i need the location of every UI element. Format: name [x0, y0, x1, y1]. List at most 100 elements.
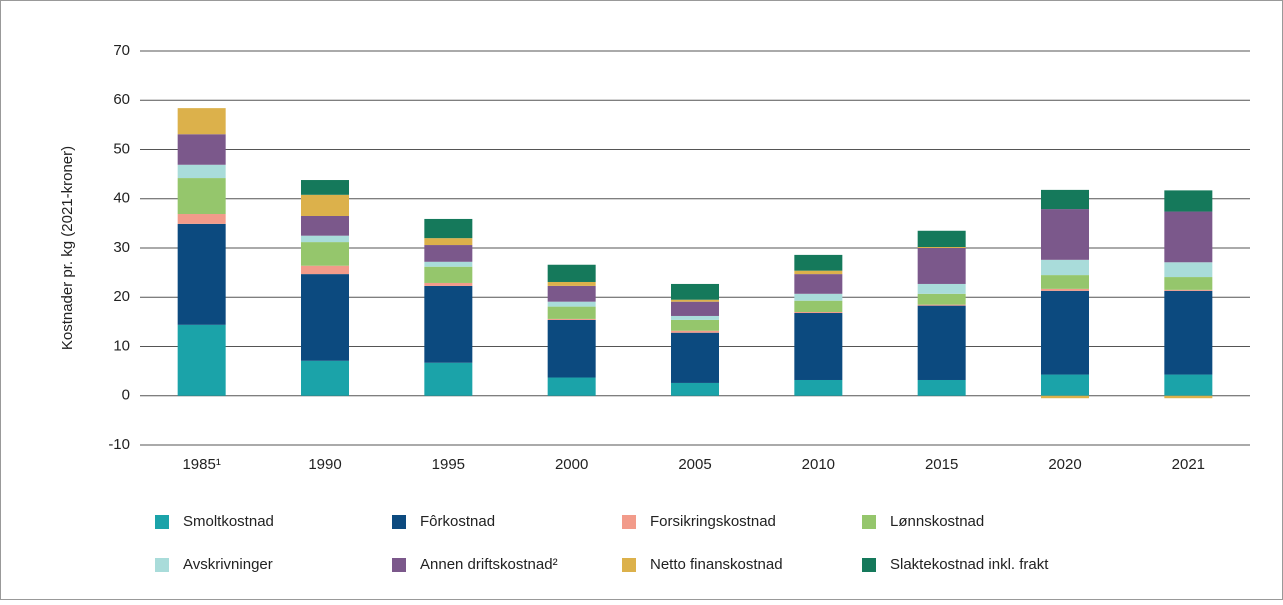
y-tick-label: 70	[113, 42, 130, 59]
bar-segment	[547, 264, 596, 282]
bar-segment	[301, 235, 349, 243]
legend-label: Fôrkostnad	[420, 513, 495, 530]
x-tick-label: 2015	[925, 456, 958, 473]
bar-segment	[1041, 189, 1089, 210]
bar-segment	[424, 362, 473, 396]
legend-label: Slaktekostnad inkl. frakt	[890, 556, 1049, 573]
y-tick-label: 30	[113, 239, 130, 256]
bar-segment	[301, 242, 349, 266]
bar-segment	[547, 281, 596, 286]
bar-segment	[917, 283, 966, 294]
bar-segment	[424, 238, 473, 246]
legend-label: Smoltkostnad	[183, 513, 274, 530]
bar-segment	[671, 283, 719, 300]
bar-segment	[917, 247, 966, 248]
y-tick-label: -10	[108, 436, 130, 453]
bar-segment	[794, 254, 843, 271]
bar-segment	[1164, 262, 1213, 278]
bar-segment	[177, 178, 226, 215]
bar-segment	[1164, 374, 1213, 396]
bar-segment	[794, 312, 843, 314]
y-tick-label: 20	[113, 288, 130, 305]
bar-segment	[301, 274, 349, 361]
bar-segment	[917, 305, 966, 380]
bar-segment	[301, 215, 349, 236]
bar-segment	[1164, 290, 1213, 375]
bar-segment	[177, 324, 226, 396]
bar-segment	[177, 108, 226, 135]
bar-segment	[1041, 209, 1089, 260]
bar-segment	[424, 282, 473, 286]
bar-segment	[301, 194, 349, 216]
bar-segment	[671, 332, 719, 383]
bar-segment	[671, 330, 719, 333]
bar-segment	[917, 379, 966, 396]
bar-segment	[917, 248, 966, 284]
legend-swatch	[622, 515, 636, 529]
y-tick-label: 10	[113, 337, 130, 354]
bar-segment	[917, 293, 966, 305]
bar-segment	[917, 230, 966, 248]
bar-segment	[547, 319, 596, 378]
bar-segment	[794, 293, 843, 301]
bar-segment	[917, 304, 966, 306]
bar-segment	[424, 245, 473, 262]
bar-segment	[424, 261, 473, 267]
bar-segment	[424, 266, 473, 283]
x-tick-label: 1990	[308, 456, 341, 473]
legend-swatch	[862, 558, 876, 572]
x-tick-label: 2000	[555, 456, 588, 473]
bar-segment	[794, 300, 843, 313]
y-axis-label: Kostnader pr. kg (2021-kroner)	[59, 146, 76, 350]
bar-segment	[547, 301, 596, 307]
legend-label: Annen driftskostnad²	[420, 556, 558, 573]
bar-segment	[547, 285, 596, 302]
bar-segment	[1041, 275, 1089, 289]
bar-segment	[671, 315, 719, 320]
y-tick-label: 50	[113, 140, 130, 157]
y-tick-label: 40	[113, 190, 130, 207]
bar-segment	[671, 319, 719, 331]
x-tick-label: 1985¹	[182, 456, 220, 473]
legend-swatch	[155, 515, 169, 529]
bar-segment	[424, 218, 473, 239]
bar-segment	[794, 379, 843, 396]
y-tick-label: 60	[113, 91, 130, 108]
x-tick-label: 2021	[1172, 456, 1205, 473]
bar-segment	[1041, 290, 1089, 375]
bar-segment	[1041, 288, 1089, 291]
bar-segment	[1164, 289, 1213, 291]
legend-swatch	[622, 558, 636, 572]
legend-swatch	[155, 558, 169, 572]
bar-segment	[794, 274, 843, 294]
legend-label: Lønnskostnad	[890, 513, 984, 530]
bar-segment	[1164, 211, 1213, 263]
bar-segment	[794, 313, 843, 380]
bar-segment	[671, 299, 719, 302]
bar-segment	[547, 318, 596, 320]
legend-label: Avskrivninger	[183, 556, 273, 573]
legend-label: Forsikringskostnad	[650, 513, 776, 530]
bar-segment	[671, 382, 719, 396]
bar-segment	[177, 223, 226, 325]
bar-segment	[1164, 277, 1213, 290]
bar-segment	[1041, 374, 1089, 396]
bar-segment	[1164, 190, 1213, 212]
bar-segment	[177, 134, 226, 165]
legend-swatch	[392, 515, 406, 529]
x-tick-label: 1995	[432, 456, 465, 473]
legend-swatch	[862, 515, 876, 529]
y-tick-label: 0	[122, 387, 130, 404]
bar-segment	[547, 377, 596, 396]
bar-segment	[547, 306, 596, 319]
bar-segment	[301, 265, 349, 275]
bar-segment	[424, 285, 473, 363]
bar-segment	[177, 164, 226, 179]
bar-segment	[177, 214, 226, 224]
x-tick-label: 2005	[678, 456, 711, 473]
bar-segment	[301, 180, 349, 195]
x-tick-label: 2010	[802, 456, 835, 473]
bar-segment	[1041, 259, 1089, 276]
bar-segment	[301, 360, 349, 396]
x-tick-label: 2020	[1048, 456, 1081, 473]
